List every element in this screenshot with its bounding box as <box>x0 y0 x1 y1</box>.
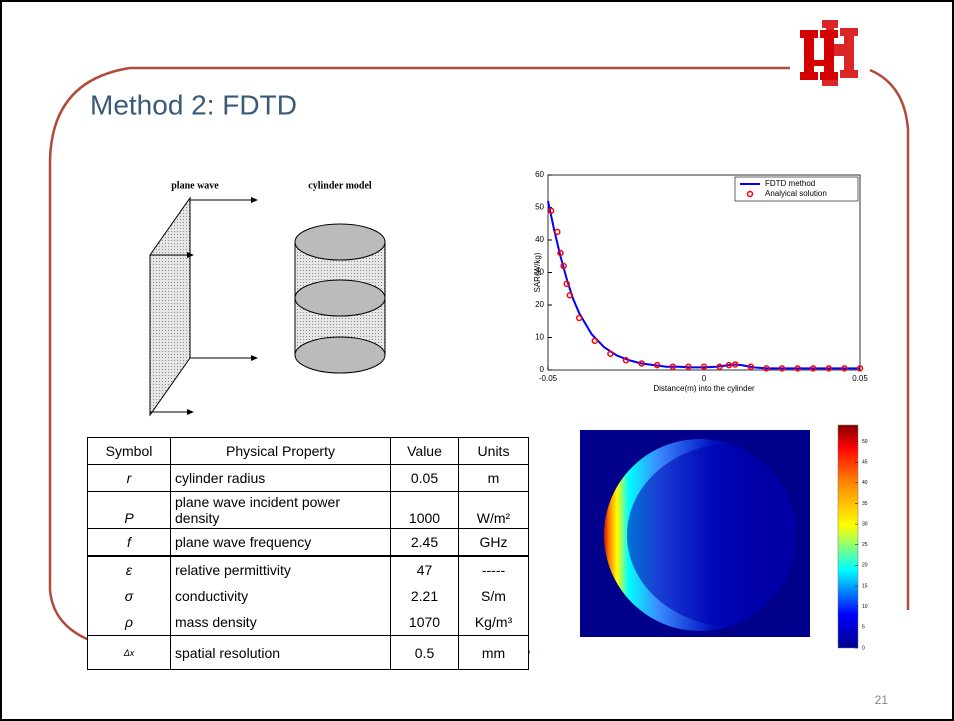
table-cell: ρ <box>88 609 171 636</box>
table-cell: Value <box>391 438 459 465</box>
logo <box>800 20 858 86</box>
table-cell: mass density <box>171 609 391 636</box>
table-cell: 2.21 <box>391 583 459 609</box>
table-cell: Δx <box>88 636 171 670</box>
x-tick-label: 0.05 <box>852 374 868 383</box>
table-cell: plane wave frequency <box>171 529 391 557</box>
colorbar-tick-label: 15 <box>862 583 868 589</box>
y-tick-label: 0 <box>540 365 545 374</box>
table-cell: W/m² <box>459 492 529 529</box>
colorbar-tick-label: 5 <box>862 625 865 631</box>
colorbar-tick-label: 25 <box>862 542 868 548</box>
table-cell: m <box>459 465 529 492</box>
colorbar-tick-label: 30 <box>862 521 868 527</box>
sar-chart: 0102030405060-0.0500.05Distance(m) into … <box>533 170 868 393</box>
diagram: plane wave cylinder model <box>150 180 385 415</box>
colorbar <box>838 425 858 648</box>
ellipse <box>295 280 385 316</box>
table-cell: Symbol <box>88 438 171 465</box>
table-cell: relative permittivity <box>171 556 391 583</box>
table-cell: 1070 <box>391 609 459 636</box>
legend-label: Analyical solution <box>765 189 827 198</box>
table-cell: S/m <box>459 583 529 609</box>
table-cell: f <box>88 529 171 557</box>
colorbar-tick-label: 40 <box>862 480 868 486</box>
table-cell: ----- <box>459 556 529 583</box>
heatmap <box>580 425 858 648</box>
y-tick-label: 40 <box>535 235 544 244</box>
table-cell: 0.5 <box>391 636 459 670</box>
colorbar-tick-label: 0 <box>862 645 865 651</box>
ellipse <box>295 224 385 260</box>
table-cell: 0.05 <box>391 465 459 492</box>
colorbar-tick-label: 10 <box>862 604 868 610</box>
page: {"slide":{"title":"Method 2: FDTD","page… <box>0 0 954 721</box>
legend-label: FDTD method <box>765 179 815 188</box>
table-cell: spatial resolution <box>171 636 391 670</box>
ellipse <box>295 337 385 373</box>
x-axis-label: Distance(m) into the cylinder <box>653 384 755 393</box>
x-tick-label: -0.05 <box>539 374 558 383</box>
colorbar-tick-label: 20 <box>862 563 868 569</box>
y-tick-label: 50 <box>535 203 544 212</box>
table-cell: 2.45 <box>391 529 459 557</box>
table-cell: Units <box>459 438 529 465</box>
table-cell: 1000 <box>391 492 459 529</box>
table-cell: ε <box>88 556 171 583</box>
table-cell: Kg/m³ <box>459 609 529 636</box>
table-cell: plane wave incident power density <box>171 492 391 529</box>
slide-title: Method 2: FDTD <box>90 89 297 120</box>
colorbar-tick-label: 35 <box>862 501 868 507</box>
x-tick-label: 0 <box>702 374 707 383</box>
plane-label: plane wave <box>171 180 219 191</box>
cylinder-label: cylinder model <box>308 180 372 191</box>
table-cell: Physical Property <box>171 438 391 465</box>
y-axis-label: SAR(W/kg) <box>533 252 542 292</box>
table-cell: P <box>88 492 171 529</box>
table-cell: conductivity <box>171 583 391 609</box>
colorbar-tick-label: 50 <box>862 439 868 445</box>
table-cell: GHz <box>459 529 529 557</box>
table-cell: 47 <box>391 556 459 583</box>
y-tick-label: 20 <box>535 300 544 309</box>
table-cell: σ <box>88 583 171 609</box>
table-cell: r <box>88 465 171 492</box>
table-cell: cylinder radius <box>171 465 391 492</box>
plane <box>150 198 190 415</box>
y-tick-label: 60 <box>535 170 544 179</box>
page-number: 21 <box>875 693 889 707</box>
plot-area <box>548 175 860 370</box>
colorbar-tick-label: 45 <box>862 459 868 465</box>
y-tick-label: 10 <box>535 333 544 342</box>
table-cell: mm <box>459 636 529 670</box>
